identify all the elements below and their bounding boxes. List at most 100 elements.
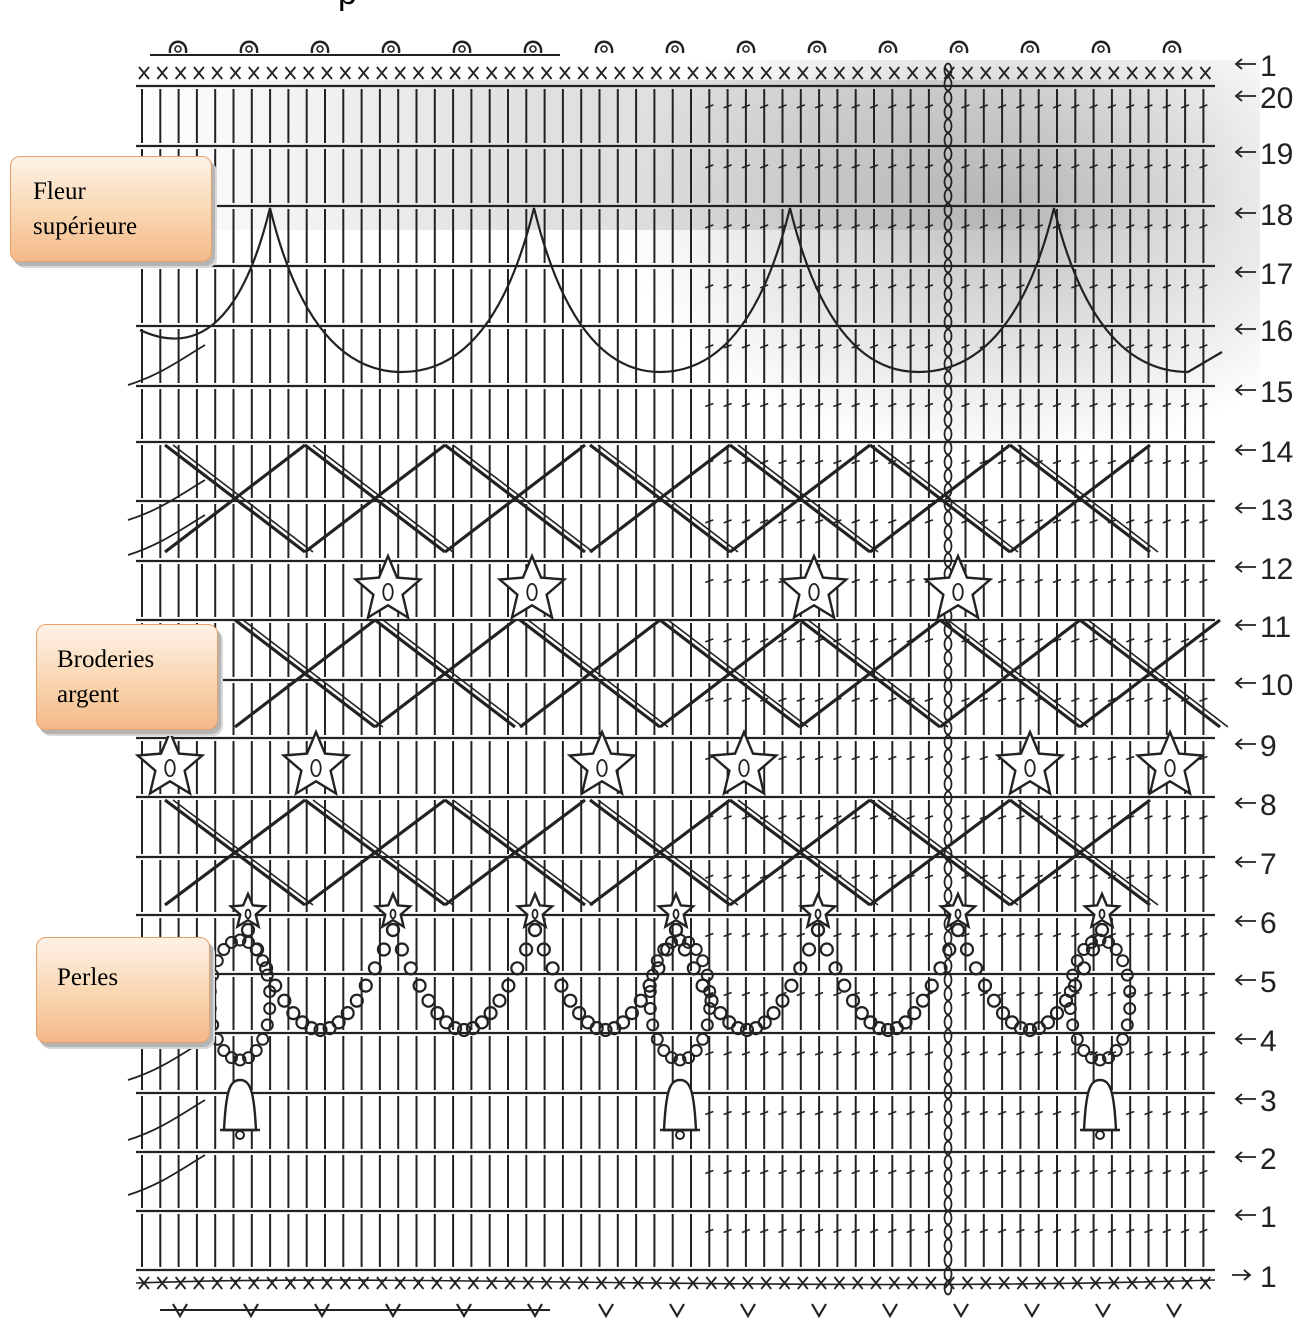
crossbar-tick (906, 284, 915, 289)
left-arrow-icon (1234, 266, 1256, 278)
bell-body (1082, 1078, 1118, 1132)
picot-center (742, 45, 750, 53)
crossbar-tick (1089, 874, 1098, 879)
crossbar-tick (924, 1169, 934, 1175)
embroidery-cross-icon (869, 443, 1011, 554)
crossbar-tick (814, 519, 824, 524)
crossbar-tick (1034, 1169, 1043, 1175)
bead-icon (657, 943, 671, 956)
crossbar-tick (1125, 578, 1135, 584)
crossbar-tick (997, 164, 1007, 169)
picot-icon (1162, 40, 1182, 54)
crossbar-tick (759, 344, 769, 349)
star-row-6 (797, 890, 839, 930)
crossbar-tick (759, 932, 769, 938)
crossbar-tick (1089, 344, 1098, 349)
crossbar-tick (1180, 164, 1190, 169)
crossbar-tick (741, 874, 751, 879)
crossbar-tick (1071, 224, 1080, 229)
crossbar-tick (1016, 1228, 1025, 1234)
bead-icon (703, 985, 717, 998)
crossbar-tick (705, 104, 714, 109)
crossbar-tick (997, 932, 1007, 938)
crossbar-tick (1162, 284, 1172, 289)
crossbar-tick (1016, 402, 1025, 408)
crossbar-tick (723, 224, 732, 229)
bead-icon (331, 1015, 346, 1030)
bead-icon (1077, 943, 1091, 956)
row-label-14: 14 (1260, 436, 1293, 469)
bottom-v-icon (314, 1303, 330, 1319)
single-crochet-icon (357, 1276, 370, 1290)
chain-stitch-icon (943, 1000, 953, 1016)
picot-center (1097, 45, 1105, 53)
crossbar-tick (906, 932, 915, 938)
bead-icon (448, 1020, 463, 1036)
crossbar-tick (1125, 224, 1135, 229)
crossbar-tick (705, 874, 714, 879)
embroidery-cross-icon (519, 618, 661, 729)
bead-icon (650, 1032, 664, 1046)
bead-icon (217, 1044, 231, 1057)
chain-stitch-icon (943, 440, 953, 456)
single-crochet-icon (687, 66, 699, 80)
bead-icon (501, 978, 516, 993)
crossbar-tick (723, 1169, 732, 1175)
single-crochet-icon (248, 1276, 260, 1290)
single-crochet-icon (1144, 66, 1157, 80)
single-crochet-icon (760, 1276, 772, 1290)
crossbar-tick (1125, 1228, 1135, 1234)
single-crochet-icon (778, 1276, 791, 1290)
crossbar-tick (833, 344, 842, 349)
crossbar-tick (1089, 578, 1098, 584)
chain-stitch-icon (943, 468, 953, 484)
crossbar-tick (979, 224, 989, 229)
bead-icon (959, 942, 975, 957)
bead-icon (263, 985, 277, 998)
crossbar-tick (1180, 344, 1190, 349)
crossbar-tick (851, 284, 860, 289)
crossbar-tick (851, 638, 860, 643)
single-crochet-icon (1163, 1276, 1175, 1290)
single-crochet-icon (376, 66, 388, 80)
crossbar-tick (1180, 991, 1190, 997)
row-label-4: 4 (1260, 1025, 1277, 1058)
crossbar-tick (796, 991, 806, 997)
picot-center (529, 45, 537, 53)
single-crochet-icon (852, 1276, 864, 1290)
single-crochet-icon (559, 66, 571, 80)
bead-icon (1109, 1044, 1123, 1057)
single-crochet-icon (522, 1276, 534, 1290)
crossbar-tick (814, 991, 824, 997)
embroidery-cross-icon (304, 798, 446, 907)
embroidery-cross-shadow (242, 619, 384, 728)
bead-icon (730, 1020, 746, 1036)
single-crochet-icon (778, 66, 791, 80)
crossbar-tick (778, 344, 787, 349)
crossbar-tick (1144, 874, 1153, 879)
single-crochet-icon (833, 1276, 846, 1290)
callout-fleur-line-1: Fleur (33, 178, 86, 205)
crossbar-tick (833, 755, 842, 761)
crossbar-tick (906, 1051, 915, 1056)
crossbar-tick (778, 519, 787, 524)
crossbar-tick (924, 874, 934, 879)
crossbar-tick (1199, 991, 1208, 997)
bottom-v-icon (1095, 1303, 1111, 1319)
single-crochet-icon (1199, 66, 1212, 80)
bead-icon (260, 1018, 274, 1032)
crossbar-tick (1180, 1169, 1190, 1175)
crossbar-tick (741, 578, 751, 584)
crossbar-tick (961, 1228, 970, 1234)
row-label-19: 19 (1260, 138, 1293, 171)
crossbar-tick (1180, 104, 1190, 109)
crossbar-tick (1199, 164, 1208, 169)
crossbar-tick (1071, 932, 1080, 938)
chain-stitch-icon (943, 510, 953, 526)
crossbar-tick (759, 991, 769, 997)
embroidery-row-7-8 (164, 798, 1159, 907)
crossbar-tick (1162, 402, 1172, 408)
crossbar-tick (814, 344, 824, 349)
embroidery-cross-icon (304, 443, 446, 554)
